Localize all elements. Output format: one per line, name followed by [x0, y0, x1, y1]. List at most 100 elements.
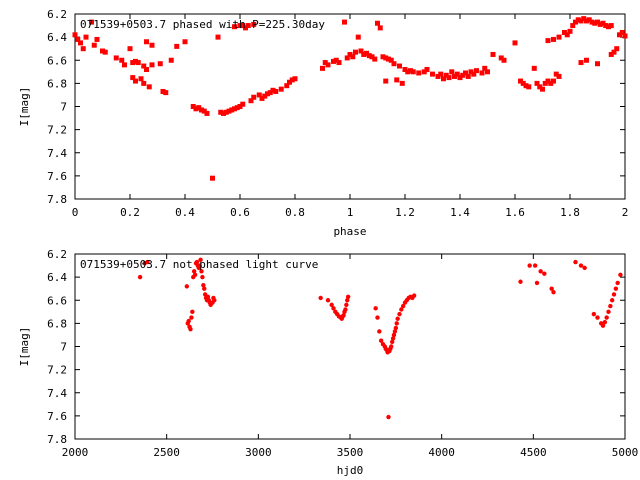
data-point: [190, 309, 195, 315]
data-point: [518, 78, 523, 84]
data-point: [553, 71, 559, 77]
data-point: [597, 21, 603, 27]
data-point: [402, 67, 408, 72]
data-point: [265, 91, 270, 97]
data-point: [618, 272, 623, 278]
data-points: [137, 257, 623, 420]
data-point: [394, 77, 400, 83]
data-point: [443, 72, 449, 78]
data-point: [240, 23, 246, 29]
y-tick-label: 7: [60, 101, 67, 114]
data-point: [392, 329, 398, 334]
data-point: [394, 321, 399, 326]
chart-panel-1: 0 0.2 0.4 0.6 0.8 1 1.2 1.4 1.6 1.8 2 6.2 6.4 6.6 6.8 7…: [18, 8, 628, 238]
data-point: [390, 336, 396, 341]
data-point: [397, 311, 402, 317]
data-point: [575, 17, 581, 23]
data-point: [215, 34, 221, 40]
data-point: [611, 49, 617, 55]
plot-frame: [74, 13, 626, 200]
data-point: [353, 49, 358, 55]
data-point: [322, 60, 328, 66]
data-point: [582, 265, 587, 271]
x-tick-label: 3500: [337, 446, 364, 459]
plot-title: 071539+0503.7 not phased light curve: [80, 258, 318, 271]
data-point: [273, 88, 279, 94]
plot-title: 071539+0503.7 phased with P=225.30day: [80, 18, 325, 31]
data-point: [377, 329, 382, 334]
data-point: [595, 19, 600, 25]
data-points: [72, 16, 628, 181]
data-point: [542, 271, 547, 276]
data-point: [391, 332, 397, 338]
data-point: [512, 40, 518, 46]
x-tick-label: 4500: [520, 446, 547, 459]
y-tick-label: 7.8: [47, 433, 67, 446]
data-point: [545, 38, 551, 44]
data-point: [606, 309, 611, 315]
data-point: [262, 93, 268, 99]
data-point: [551, 36, 556, 42]
data-point: [144, 39, 149, 45]
data-point: [137, 274, 143, 280]
data-point: [589, 19, 595, 25]
data-point: [389, 344, 394, 349]
x-axis-label: phase: [333, 225, 366, 238]
data-point: [386, 414, 391, 420]
data-point: [395, 316, 400, 321]
data-point: [526, 84, 532, 90]
data-point: [438, 71, 444, 77]
data-point: [518, 279, 523, 284]
data-point: [532, 263, 538, 268]
data-point: [331, 306, 336, 311]
data-point: [229, 107, 235, 113]
data-point: [186, 318, 191, 324]
data-point: [613, 286, 619, 291]
data-point: [416, 70, 422, 76]
data-point: [190, 104, 196, 109]
data-point: [199, 107, 204, 113]
y-tick-label: 6.4: [47, 271, 67, 284]
data-point: [608, 303, 613, 309]
data-point: [540, 86, 545, 92]
data-point: [397, 63, 402, 69]
data-point: [345, 294, 351, 299]
data-point: [485, 69, 490, 75]
data-point: [479, 70, 485, 76]
data-point: [383, 55, 389, 61]
data-point: [329, 302, 334, 308]
data-point: [287, 79, 292, 85]
data-point: [449, 69, 455, 75]
data-point: [201, 108, 207, 114]
y-axis-label: I[mag]: [18, 327, 31, 367]
data-point: [573, 19, 578, 25]
data-point: [350, 54, 356, 60]
data-point: [457, 75, 463, 81]
data-point: [393, 325, 399, 331]
data-point: [548, 80, 554, 86]
data-point: [372, 56, 378, 62]
data-point: [113, 55, 119, 61]
y-tick-label: 7.2: [47, 124, 67, 137]
data-point: [205, 294, 211, 299]
data-point: [218, 109, 224, 115]
x-tick-label: 0.4: [175, 206, 195, 219]
data-point: [581, 16, 587, 22]
data-point: [232, 106, 237, 112]
data-point: [501, 57, 507, 63]
data-point: [380, 54, 386, 60]
data-point: [373, 306, 378, 311]
data-point: [325, 298, 331, 303]
y-tick-label: 6.6: [47, 54, 67, 67]
data-point: [611, 292, 617, 297]
data-point: [482, 65, 488, 71]
y-tick-label: 7.2: [47, 364, 67, 377]
data-point: [174, 43, 180, 49]
data-point: [198, 257, 203, 262]
data-point: [184, 284, 190, 289]
y-tick-label: 7: [60, 341, 67, 354]
data-point: [318, 295, 323, 301]
data-point: [270, 87, 276, 93]
data-point: [375, 315, 380, 320]
data-point: [292, 76, 298, 82]
